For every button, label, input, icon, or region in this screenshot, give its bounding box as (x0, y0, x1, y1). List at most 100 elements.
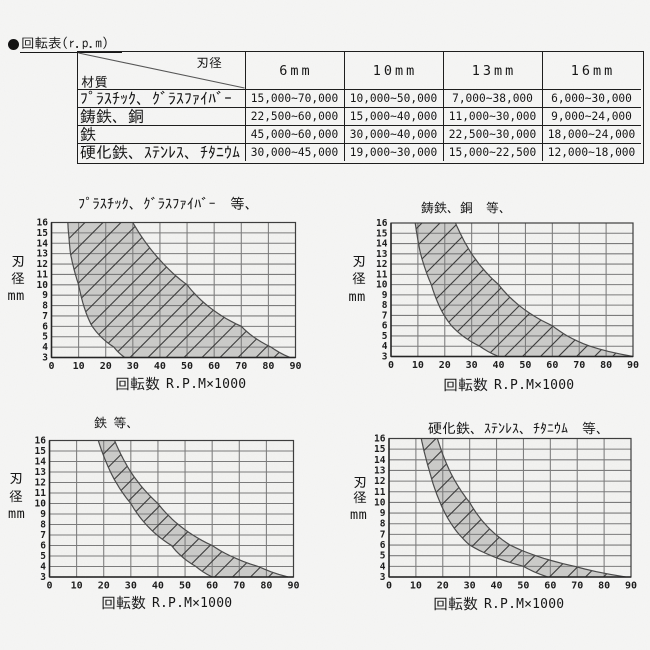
chart3-ytick: 14 (35, 457, 47, 468)
chart3-ytick: 5 (40, 551, 46, 562)
chart1-ytick: 4 (42, 342, 48, 353)
chart2-ytick: 15 (376, 228, 388, 239)
chart3-xtick: 30 (125, 581, 137, 592)
chart2-xtick: 70 (573, 360, 585, 371)
chart4-ytick: 15 (374, 444, 386, 455)
chart1-xtick: 40 (154, 361, 166, 372)
chart2-ylabel-diameter (352, 271, 366, 285)
chart1-ytick: 12 (37, 259, 48, 270)
chart1-ytick: 10 (37, 280, 49, 291)
chart1-xtick: 70 (235, 361, 247, 372)
chart1-xtick: 30 (127, 361, 139, 372)
chart4-xtick: 80 (598, 581, 610, 592)
chart1-xtick: 0 (48, 361, 54, 372)
chart4-xtick: 0 (386, 581, 392, 592)
chart1-ytick: 8 (42, 301, 48, 312)
chart2-ytick: 7 (382, 310, 388, 321)
chart4-ytick: 14 (374, 455, 386, 466)
chart2-ytick: 6 (382, 321, 388, 332)
chart2-ytick: 12 (376, 259, 387, 270)
chart2-xtick: 40 (493, 360, 505, 371)
chart1-ylabel-unit: mm (7, 287, 25, 304)
chart2-ytick: 9 (382, 290, 388, 301)
chart1-ylabel-diameter (11, 271, 25, 285)
chart4-ytick: 12 (374, 476, 385, 487)
chart3-xtick: 50 (179, 581, 191, 592)
chart3-ytick: 11 (35, 488, 47, 499)
chart1-xtick: 90 (289, 361, 301, 372)
chart4-xlabel-latin: R.P.M×1000 (484, 596, 565, 612)
chart2-xtick: 30 (466, 360, 478, 371)
chart1-ytick: 16 (37, 218, 49, 229)
chart4-ytick: 6 (380, 540, 386, 551)
chart1-xtick: 60 (208, 361, 220, 372)
chart4-ytick: 7 (380, 529, 386, 540)
chart4-ytick: 16 (374, 434, 386, 445)
chart3-ylabel-unit: mm (8, 505, 26, 522)
chart3-xtick: 80 (260, 581, 272, 592)
chart1-ytick: 11 (37, 269, 49, 280)
chart2-ytick: 5 (382, 331, 388, 342)
chart4-xtick: 40 (491, 581, 503, 592)
chart1-ylabel-blade (11, 254, 25, 268)
chart2-xtick: 60 (546, 360, 558, 371)
chart4-xtick: 20 (437, 581, 449, 592)
chart3-ytick: 3 (40, 572, 46, 583)
chart2-xtick: 80 (600, 360, 612, 371)
chart2-ytick: 3 (382, 352, 388, 363)
chart2-xtick: 0 (388, 360, 394, 371)
chart1-xtick: 10 (73, 361, 85, 372)
chart2-ytick: 14 (376, 239, 388, 250)
chart3-ylabel-diameter (9, 489, 23, 503)
chart3-ytick: 8 (40, 520, 46, 531)
chart3-ytick: 15 (35, 446, 47, 457)
chart3-ylabel-blade (9, 471, 23, 485)
chart2-xtick: 20 (439, 360, 451, 371)
chart1-title (78, 196, 259, 211)
chart3-xtick: 90 (287, 581, 299, 592)
chart4-ytick: 8 (380, 519, 386, 530)
chart2-xtick: 50 (519, 360, 531, 371)
chart3-ytick: 7 (40, 530, 46, 541)
chart3-xtick: 40 (152, 581, 164, 592)
chart3-xtick: 0 (46, 581, 52, 592)
chart4-ytick: 13 (374, 465, 386, 476)
chart2-title (421, 201, 512, 214)
chart4-ytick: 10 (374, 497, 386, 508)
chart3-title (94, 416, 140, 429)
chart3-xlabel-cjk (101, 595, 146, 610)
chart4-ylabel-unit: mm (350, 507, 368, 523)
chart4-ytick: 11 (374, 487, 386, 498)
chart1-ytick: 7 (42, 311, 48, 322)
chart2-ylabel-blade (352, 254, 366, 268)
chart1-ytick: 5 (42, 332, 48, 343)
chart1-xlabel-latin: R.P.M×1000 (166, 376, 247, 392)
chart2-ytick: 16 (376, 218, 388, 229)
chart4-ytick: 9 (380, 508, 386, 519)
chart2-ytick: 13 (376, 249, 388, 260)
chart1-ytick: 14 (37, 238, 49, 249)
chart1-ytick: 9 (42, 290, 48, 301)
chart4-xtick: 10 (410, 581, 422, 592)
chart3-ytick: 13 (35, 467, 47, 478)
chart1-ytick: 13 (37, 249, 49, 260)
chart2-xtick: 90 (627, 360, 639, 371)
chart3-ytick: 9 (40, 509, 46, 520)
chart3-ytick: 16 (35, 436, 47, 447)
chart1-ytick: 6 (42, 321, 48, 332)
chart4-ylabel-blade (353, 475, 367, 489)
chart3-xtick: 60 (206, 581, 218, 592)
chart2-ytick: 8 (382, 300, 388, 311)
chart3-xtick: 20 (98, 581, 110, 592)
chart4-xtick: 50 (517, 581, 529, 592)
chart2-xlabel-latin: R.P.M×1000 (494, 377, 575, 393)
chart3-xtick: 70 (233, 581, 245, 592)
chart1-ytick: 3 (42, 353, 48, 364)
chart1-xtick: 20 (100, 361, 112, 372)
chart2-ytick: 11 (376, 269, 388, 280)
chart4-ytick: 5 (380, 551, 386, 562)
chart1-xtick: 80 (262, 361, 274, 372)
